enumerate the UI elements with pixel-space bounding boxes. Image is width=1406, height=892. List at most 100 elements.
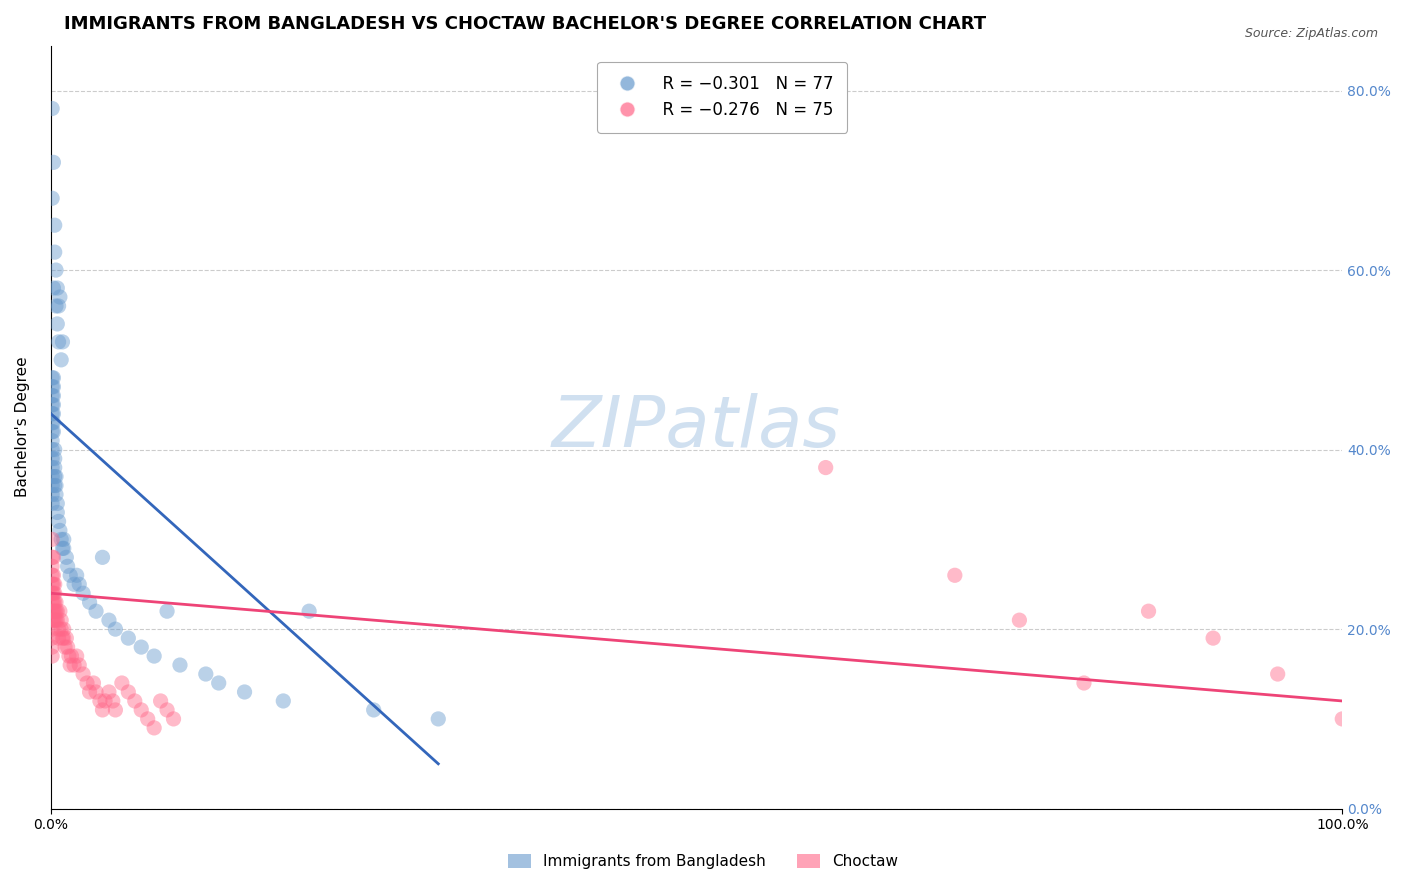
Point [67,658,90,673]
Point [42,389,65,403]
Point [943,568,966,582]
Point [41,496,63,510]
Point [41,640,63,654]
Point [63,658,86,673]
Point [41,613,63,627]
Point [44,604,66,618]
Point [44,577,66,591]
Point [136,712,159,726]
Point [52,631,75,645]
Point [41,487,63,501]
Point [1202,631,1225,645]
Point [41,371,63,385]
Point [41,102,63,116]
Point [67,577,90,591]
Point [41,631,63,645]
Point [41,577,63,591]
Legend:   R = −0.301   N = 77,   R = −0.276   N = 75: R = −0.301 N = 77, R = −0.276 N = 75 [598,62,848,133]
Point [1267,667,1289,681]
Point [45,604,67,618]
Point [46,505,69,519]
Point [56,559,79,574]
Point [52,622,75,636]
Point [76,676,98,690]
Point [51,541,73,556]
Point [56,640,79,654]
Point [45,299,67,313]
Point [44,613,66,627]
Point [44,442,66,457]
Point [814,460,837,475]
Point [162,712,184,726]
Point [41,434,63,448]
Point [117,631,139,645]
Point [41,559,63,574]
Point [41,533,63,547]
Point [55,550,77,565]
Point [101,694,124,708]
Point [45,263,67,277]
Point [41,550,63,565]
Point [49,524,72,538]
Point [208,676,231,690]
Point [89,694,111,708]
Point [51,352,73,367]
Point [49,604,72,618]
Point [42,281,65,295]
Point [41,649,63,664]
Point [41,460,63,475]
Point [44,469,66,483]
Point [55,631,77,645]
Point [41,586,63,600]
Point [42,416,65,430]
Point [52,541,75,556]
Point [41,595,63,609]
Point [42,604,65,618]
Point [41,389,63,403]
Point [44,586,66,600]
Point [59,658,82,673]
Point [111,676,134,690]
Point [41,380,63,394]
Point [84,685,107,699]
Point [104,622,127,636]
Point [84,604,107,618]
Point [42,568,65,582]
Point [104,703,127,717]
Point [94,694,117,708]
Point [124,694,146,708]
Point [427,712,450,726]
Point [41,451,63,466]
Point [97,613,120,627]
Point [41,568,63,582]
Point [51,334,73,349]
Point [46,604,69,618]
Text: Source: ZipAtlas.com: Source: ZipAtlas.com [1244,27,1378,40]
Point [156,703,179,717]
Point [41,407,63,421]
Point [44,595,66,609]
Point [58,649,80,664]
Point [66,568,89,582]
Point [129,703,152,717]
Point [49,290,72,304]
Point [42,577,65,591]
Point [51,631,73,645]
Point [149,694,172,708]
Point [41,425,63,439]
Point [233,685,256,699]
Legend: Immigrants from Bangladesh, Choctaw: Immigrants from Bangladesh, Choctaw [502,848,904,875]
Point [41,604,63,618]
Point [45,469,67,483]
Point [1137,604,1160,618]
Point [82,676,104,690]
Point [46,496,69,510]
Point [44,218,66,232]
Point [169,658,191,673]
Point [42,550,65,565]
Point [59,568,82,582]
Point [42,613,65,627]
Point [143,721,166,735]
Point [45,478,67,492]
Point [48,515,70,529]
